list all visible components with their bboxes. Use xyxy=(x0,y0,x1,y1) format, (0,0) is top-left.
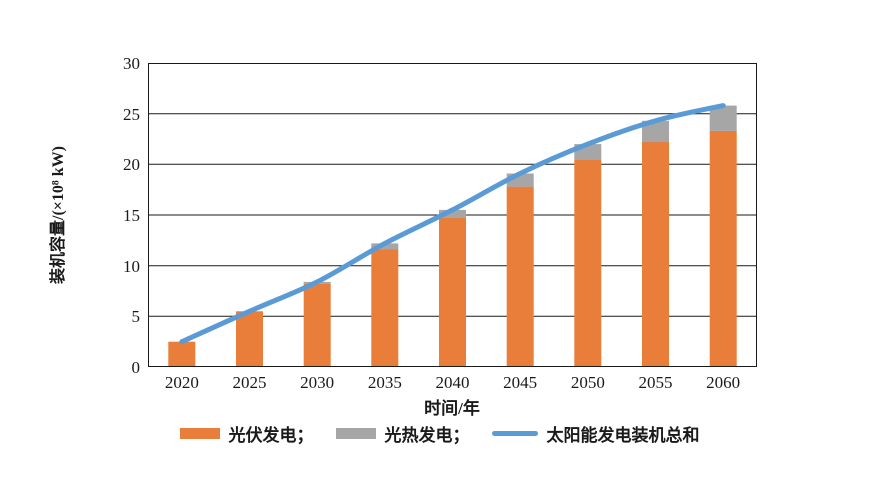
total-line-swatch-icon xyxy=(491,431,538,436)
pv-bar-swatch-icon xyxy=(179,428,220,439)
x-axis-title: 时间/年 xyxy=(424,399,480,418)
plot-border xyxy=(148,63,757,367)
y-axis-title: 装机容量/(×10⁸ kW) xyxy=(50,146,67,284)
legend: 光伏发电； 光热发电； 太阳能发电装机总和 xyxy=(0,421,879,446)
y-tick-label: 25 xyxy=(123,104,140,124)
bar-segment-光热发电 xyxy=(371,243,399,250)
x-tick-label: 2020 xyxy=(164,373,199,392)
y-tick-label: 30 xyxy=(123,54,140,73)
legend-item-pv: 光伏发电； xyxy=(179,421,314,446)
x-tick-label: 2045 xyxy=(503,373,538,392)
legend-label-total: 太阳能发电装机总和 xyxy=(546,426,700,445)
bar-segment-光热发电 xyxy=(439,209,466,218)
y-tick-label: 20 xyxy=(123,155,140,175)
y-tick-label: 5 xyxy=(131,307,141,327)
x-tick-label: 2060 xyxy=(706,373,741,392)
csp-bar-swatch-icon xyxy=(335,428,376,439)
legend-item-total: 太阳能发电装机总和 xyxy=(491,421,700,446)
plot-area xyxy=(148,63,757,367)
legend-label-pv: 光伏发电； xyxy=(228,426,314,445)
legend-item-csp: 光热发电； xyxy=(335,421,470,446)
bar-segment-光伏发电 xyxy=(506,186,534,367)
x-tick-label: 2040 xyxy=(435,373,470,392)
x-tick-label: 2050 xyxy=(570,373,605,392)
bar-segment-光热发电 xyxy=(642,120,669,143)
bar-segment-光伏发电 xyxy=(371,249,399,367)
y-tick-label: 0 xyxy=(131,358,141,377)
y-tick-label: 15 xyxy=(123,206,140,225)
bar-segment-光伏发电 xyxy=(168,341,196,367)
bar-segment-光伏发电 xyxy=(574,159,602,367)
bar-segment-光伏发电 xyxy=(303,283,331,367)
bar-segment-光伏发电 xyxy=(709,130,737,367)
x-tick-label: 2055 xyxy=(638,373,673,392)
bar-segment-光伏发电 xyxy=(236,311,263,367)
x-tick-label: 2035 xyxy=(367,373,402,392)
total-line xyxy=(179,103,726,345)
x-tick-label: 2025 xyxy=(232,373,267,392)
bar-segment-光伏发电 xyxy=(439,218,466,367)
x-tick-label: 2030 xyxy=(300,373,335,392)
y-tick-label: 10 xyxy=(123,256,140,276)
bar-segment-光伏发电 xyxy=(642,142,669,367)
legend-label-csp: 光热发电； xyxy=(384,426,470,445)
